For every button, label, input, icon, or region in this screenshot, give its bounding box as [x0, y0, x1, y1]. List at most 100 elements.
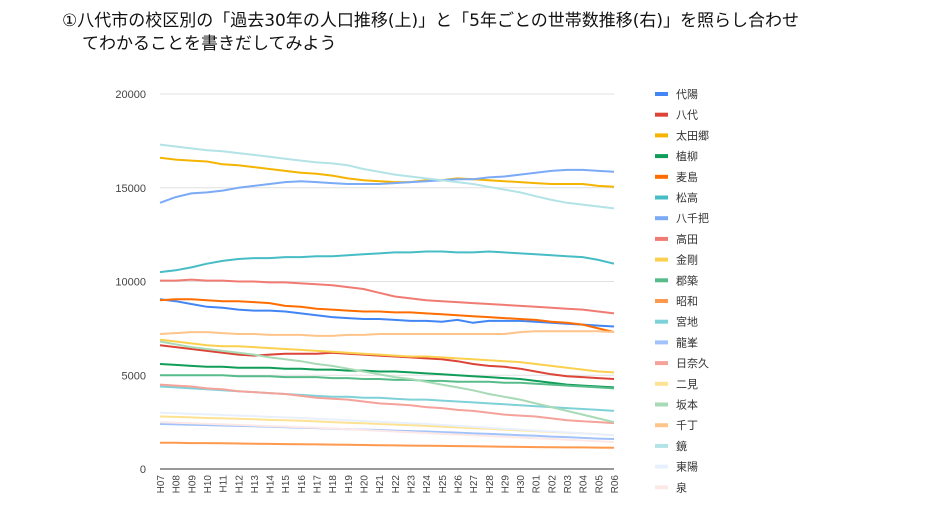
x-tick-label: H11 [219, 475, 230, 493]
legend-entry: 坂本 [676, 398, 698, 412]
legend-swatch [655, 174, 668, 179]
series-line-16 [159, 340, 615, 424]
legend-entry: 太田郷 [676, 128, 709, 142]
legend-swatch [655, 381, 668, 386]
legend-entry: 郡築 [676, 273, 698, 287]
legend-swatch [655, 236, 668, 241]
legend-entry: 松高 [676, 191, 698, 205]
x-tick-label: H23 [406, 475, 417, 494]
x-tick-label: H25 [438, 475, 449, 494]
chart-legend: 代陽八代太田郷植柳麦島松高八千把高田金剛郡築昭和宮地龍峯日奈久二見坂本千丁鏡東陽… [655, 88, 709, 494]
x-tick-label: H21 [375, 475, 386, 494]
series-line-18 [159, 143, 615, 210]
x-tick-label: H09 [187, 475, 198, 494]
series-line-3 [159, 156, 615, 188]
legend-swatch [655, 423, 668, 428]
legend-entry: 金剛 [676, 253, 698, 267]
x-tick-label: H15 [281, 475, 292, 494]
legend-entry: 宮地 [676, 315, 698, 329]
y-tick-label: 10000 [115, 277, 146, 289]
x-tick-label: R02 [547, 475, 558, 494]
series-line-8 [160, 278, 615, 315]
legend-entry: 八代 [676, 109, 698, 122]
legend-swatch [655, 92, 668, 96]
series-line-4 [159, 363, 615, 389]
legend-swatch [655, 402, 668, 407]
x-tick-label: R01 [532, 475, 543, 494]
legend-swatch [655, 299, 668, 303]
legend-swatch [655, 278, 668, 283]
legend-swatch [655, 361, 668, 366]
x-tick-label: H08 [172, 475, 183, 494]
legend-swatch [655, 154, 668, 159]
y-tick-label: 5000 [122, 370, 146, 382]
x-tick-label: H28 [485, 475, 496, 494]
x-tick-label: H14 [266, 475, 277, 494]
x-tick-label: H29 [500, 475, 511, 494]
legend-entry: 東陽 [676, 461, 698, 474]
x-tick-label: H18 [328, 475, 339, 494]
legend-swatch [655, 464, 668, 469]
legend-entry: 八千把 [676, 211, 709, 225]
legend-entry: 麦島 [676, 170, 698, 184]
legend-entry: 鏡 [676, 439, 687, 453]
legend-entry: 千丁 [676, 419, 698, 432]
x-tick-label: H26 [453, 475, 464, 494]
series-line-2 [159, 344, 615, 380]
x-tick-label: H22 [391, 475, 402, 494]
series-line-10 [160, 374, 615, 390]
legend-entry: 日奈久 [676, 356, 709, 370]
x-tick-label: R04 [579, 475, 590, 494]
x-tick-label: H12 [234, 475, 245, 494]
x-tick-label: H16 [297, 475, 308, 494]
series-line-5 [159, 298, 615, 334]
legend-swatch [655, 340, 668, 345]
x-tick-label: R06 [610, 475, 621, 494]
legend-swatch [655, 319, 668, 324]
series-line-7 [159, 168, 615, 204]
legend-swatch [655, 443, 668, 448]
legend-entry: 高田 [676, 232, 698, 246]
y-tick-label: 0 [140, 464, 146, 476]
legend-entry: 二見 [676, 378, 698, 391]
legend-swatch [655, 485, 668, 490]
x-tick-label: H10 [203, 475, 214, 494]
series-line-17 [159, 330, 615, 337]
legend-swatch [655, 195, 668, 200]
series-line-6 [159, 250, 615, 274]
x-tick-label: H13 [250, 475, 261, 494]
x-tick-label: H30 [516, 475, 527, 494]
legend-swatch [655, 112, 668, 117]
question-line-1: ①八代市の校区別の「過去30年の人口推移(上)」と「5年ごとの世帯数推移(右)」… [62, 11, 800, 31]
x-axis-ticks: H07 H08 H09 H10 H11 H12 H13 H14 H15 H16 H17 H18 H19 H… [156, 475, 621, 494]
series-line-20 [159, 421, 615, 443]
legend-entry: 植柳 [676, 149, 698, 163]
legend-swatch [655, 133, 668, 138]
x-tick-label: H24 [422, 475, 433, 494]
legend-entry: 龍峯 [676, 335, 698, 349]
series-line-19 [159, 411, 615, 437]
series-line-14 [159, 383, 615, 425]
x-tick-label: R03 [563, 475, 574, 494]
x-tick-label: R05 [594, 475, 605, 494]
legend-entry: 代陽 [676, 88, 698, 101]
y-tick-label: 20000 [115, 89, 146, 101]
x-tick-label: H27 [469, 475, 480, 494]
legend-entry: 昭和 [676, 295, 698, 308]
x-tick-label: H07 [156, 475, 167, 494]
y-axis-ticks: 0 5000 10000 15000 20000 [115, 89, 146, 476]
x-tick-label: H19 [344, 475, 355, 494]
legend-swatch [655, 257, 668, 262]
series-line-1 [159, 298, 615, 328]
x-tick-label: H20 [360, 475, 371, 494]
question-line-2: てわかることを書きだしてみよう [82, 34, 337, 54]
x-tick-label: H17 [313, 475, 324, 494]
legend-swatch [655, 216, 668, 221]
series-line-9 [159, 338, 615, 374]
question-text: ①八代市の校区別の「過去30年の人口推移(上)」と「5年ごとの世帯数推移(右)」… [62, 10, 922, 56]
chart-series-lines [159, 143, 615, 449]
legend-entry: 泉 [676, 480, 687, 494]
y-tick-label: 15000 [115, 183, 146, 195]
series-line-11 [160, 441, 615, 449]
